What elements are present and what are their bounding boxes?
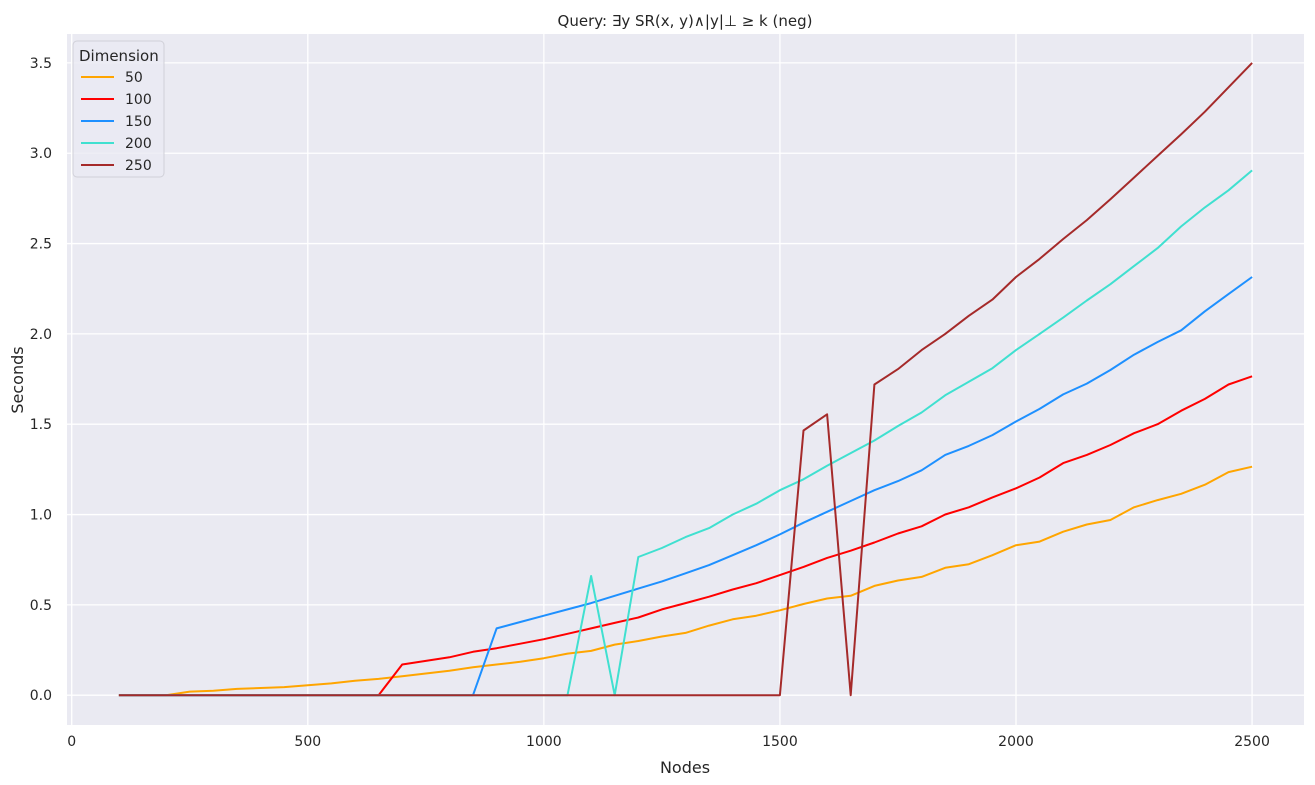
legend-label-100: 100 <box>125 92 152 108</box>
series-lines <box>118 62 1253 697</box>
legend-label-50: 50 <box>125 70 143 86</box>
y-tick-label: 3.5 <box>30 56 52 72</box>
y-tick-labels: 0.0 0.5 1.0 1.5 2.0 2.5 3.0 3.5 <box>30 56 52 704</box>
x-tick-label: 1000 <box>526 734 562 750</box>
x-tick-label: 2500 <box>1234 734 1270 750</box>
series-line-50 <box>118 465 1253 697</box>
x-axis-label: Nodes <box>660 758 710 777</box>
legend-label-150: 150 <box>125 114 152 130</box>
x-tick-label: 1500 <box>762 734 798 750</box>
x-tick-labels: 0 500 1000 1500 2000 2500 <box>67 734 1270 750</box>
x-tick-label: 500 <box>294 734 321 750</box>
x-tick-label: 0 <box>67 734 76 750</box>
chart-title: Query: ∃y SR(x, y)∧|y|⊥ ≥ k (neg) <box>558 12 813 30</box>
y-tick-label: 0.5 <box>30 598 52 614</box>
y-tick-label: 1.0 <box>30 508 52 524</box>
legend: Dimension 50 100 150 200 250 <box>72 40 165 178</box>
legend-items: 50 100 150 200 250 <box>81 70 152 174</box>
y-axis-label: Seconds <box>8 346 27 413</box>
y-tick-label: 2.0 <box>30 327 52 343</box>
series-line-250 <box>118 62 1253 697</box>
legend-label-250: 250 <box>125 158 152 174</box>
plot-background <box>67 34 1304 725</box>
x-tick-label: 2000 <box>998 734 1034 750</box>
y-tick-label: 1.5 <box>30 417 52 433</box>
y-tick-label: 3.0 <box>30 146 52 162</box>
y-tick-label: 0.0 <box>30 688 52 704</box>
legend-title: Dimension <box>79 47 159 65</box>
legend-label-200: 200 <box>125 136 152 152</box>
grid-lines <box>67 34 1304 725</box>
y-tick-label: 2.5 <box>30 237 52 253</box>
